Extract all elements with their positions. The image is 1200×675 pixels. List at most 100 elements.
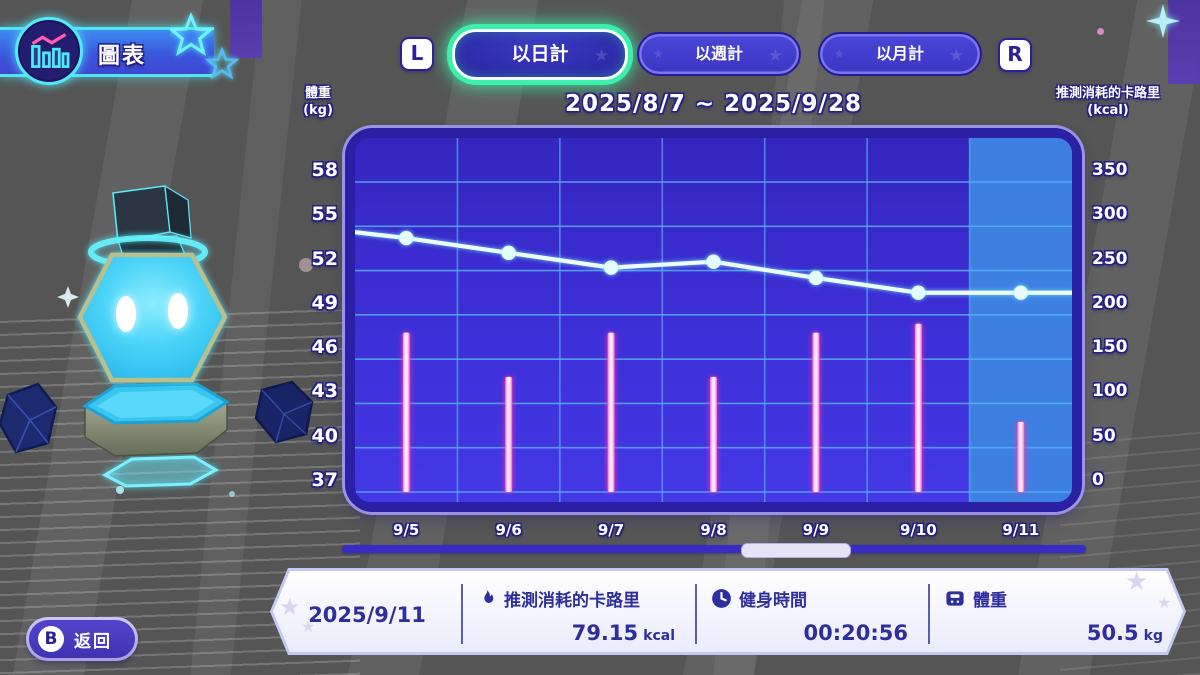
axis-tick: 58	[311, 159, 338, 181]
axis-tick: 55	[311, 203, 338, 226]
sparkle-icon	[57, 286, 79, 308]
right-axis-label: 推測消耗的卡路里	[1055, 86, 1160, 101]
x-axis-label: 9/8	[700, 521, 727, 539]
l-shoulder-key[interactable]: L	[400, 37, 434, 71]
tab-by-month-label: 以月計	[875, 44, 924, 63]
axis-tick: 46	[311, 336, 338, 359]
back-button-label: 返回	[74, 631, 112, 652]
mascot-head	[77, 252, 228, 383]
right-axis-ticks: 350 300 250 200 150 100 50 0	[1092, 128, 1152, 492]
day-detail-panel: ★ ★ ★ ★ 2025/9/11 推測消耗的卡路里 79.15 kcal	[270, 568, 1186, 655]
tab-by-day-label: 以日計	[511, 43, 569, 65]
page-title: 圖表	[98, 44, 147, 69]
mascot-eye-left	[116, 296, 136, 332]
axis-tick: 300	[1092, 204, 1128, 225]
workout-time-section: 健身時間 00:20:56	[695, 571, 928, 658]
chart-scrollbar-track[interactable]	[342, 542, 1086, 558]
left-axis-ticks: 58 55 52 49 46 43 40 37	[282, 128, 338, 492]
axis-tick: 43	[311, 380, 338, 403]
axis-tick: 40	[311, 424, 338, 447]
tab-by-day[interactable]: 以日計	[452, 29, 628, 80]
x-axis-label: 9/10	[899, 521, 937, 539]
workout-time-value: 00:20:56	[803, 621, 908, 645]
floating-cube	[112, 184, 192, 243]
panel-divider	[928, 584, 930, 644]
chart-scrollbar-thumb[interactable]	[741, 542, 851, 558]
selected-date: 2025/9/11	[308, 602, 426, 627]
chart-badge	[15, 17, 83, 85]
calorie-bar	[812, 332, 820, 492]
tab-by-week-label: 以週計	[694, 44, 743, 63]
calories-value: 79.15	[571, 621, 639, 645]
b-key-icon: B	[38, 626, 64, 652]
panel-divider	[695, 584, 697, 644]
crystal-rock-right	[254, 380, 314, 444]
floor-glow-pad	[101, 455, 220, 488]
weight-point	[399, 230, 414, 246]
axis-tick: 50	[1092, 425, 1116, 446]
clock-icon	[711, 588, 732, 609]
panel-divider	[461, 584, 463, 644]
scale-icon	[944, 588, 966, 609]
right-axis-unit: (kcal)	[1087, 102, 1129, 118]
weight-section: 體重 50.5 kg	[928, 571, 1183, 658]
axis-tick: 250	[1092, 248, 1128, 269]
workout-time-label: 健身時間	[739, 591, 807, 611]
day-detail-panel-surface: ★ ★ ★ ★ 2025/9/11 推測消耗的卡路里 79.15 kcal	[273, 571, 1183, 652]
weight-point	[603, 260, 619, 275]
calorie-bar	[710, 376, 717, 492]
x-axis-label: 9/6	[495, 521, 522, 539]
axis-tick: 0	[1092, 470, 1104, 490]
sparkle-dot	[1097, 28, 1104, 35]
axis-tick: 49	[311, 291, 338, 314]
mascot-robot	[0, 184, 314, 497]
calorie-bar	[505, 376, 513, 492]
weight-point	[808, 270, 824, 286]
weight-point	[501, 245, 516, 261]
left-axis-label: 體重	[304, 86, 331, 101]
axis-tick: 52	[311, 247, 338, 270]
flame-icon	[477, 588, 497, 610]
chart-date-range-title: 2025/8/7 ~ 2025/9/28	[565, 91, 862, 117]
x-axis-label: 9/5	[393, 521, 420, 539]
tab-by-month[interactable]: 以月計	[818, 32, 982, 76]
calories-section: 推測消耗的卡路里 79.15 kcal	[461, 571, 695, 658]
calorie-bar	[914, 323, 922, 492]
chart-frame	[345, 128, 1082, 512]
bar-chart-icon	[31, 33, 70, 68]
crystal-rock-left	[0, 382, 58, 454]
background-pillar	[1168, 0, 1200, 84]
left-axis-unit: (kg)	[303, 102, 333, 118]
x-axis-label: 9/11	[1002, 521, 1040, 539]
tab-by-week[interactable]: 以週計	[637, 32, 801, 76]
weight-unit: kg	[1143, 628, 1163, 644]
calorie-bar	[607, 332, 615, 492]
right-axis-title: 推測消耗的卡路里 (kcal)	[1028, 86, 1188, 120]
background-pillar	[230, 0, 262, 58]
left-axis-title: 體重 (kg)	[283, 86, 353, 120]
x-axis-label: 9/7	[597, 521, 625, 539]
mascot-platform	[82, 382, 230, 457]
axis-tick: 150	[1092, 337, 1128, 358]
chart-plot-svg	[355, 138, 1072, 502]
x-axis-label: 9/9	[802, 521, 830, 539]
axis-tick: 100	[1092, 381, 1128, 402]
mascot-eye-right	[168, 293, 188, 329]
calories-label: 推測消耗的卡路里	[504, 591, 640, 611]
calorie-bar	[402, 332, 410, 492]
calories-unit: kcal	[643, 628, 675, 644]
weight-point	[1013, 285, 1028, 300]
axis-tick: 200	[1092, 292, 1128, 313]
weight-point	[706, 254, 721, 269]
calorie-bar	[1017, 421, 1025, 492]
x-axis-labels: 9/5 9/6 9/7 9/8 9/9 9/10 9/11	[355, 521, 1072, 543]
weight-label: 體重	[973, 591, 1007, 611]
weight-value: 50.5	[1086, 621, 1139, 645]
chart-plot-area	[355, 138, 1072, 502]
axis-tick: 37	[311, 469, 338, 491]
header-star-icons	[170, 11, 240, 80]
back-button[interactable]: B 返回	[26, 617, 138, 661]
axis-tick: 350	[1092, 160, 1128, 180]
r-shoulder-key[interactable]: R	[998, 38, 1032, 72]
